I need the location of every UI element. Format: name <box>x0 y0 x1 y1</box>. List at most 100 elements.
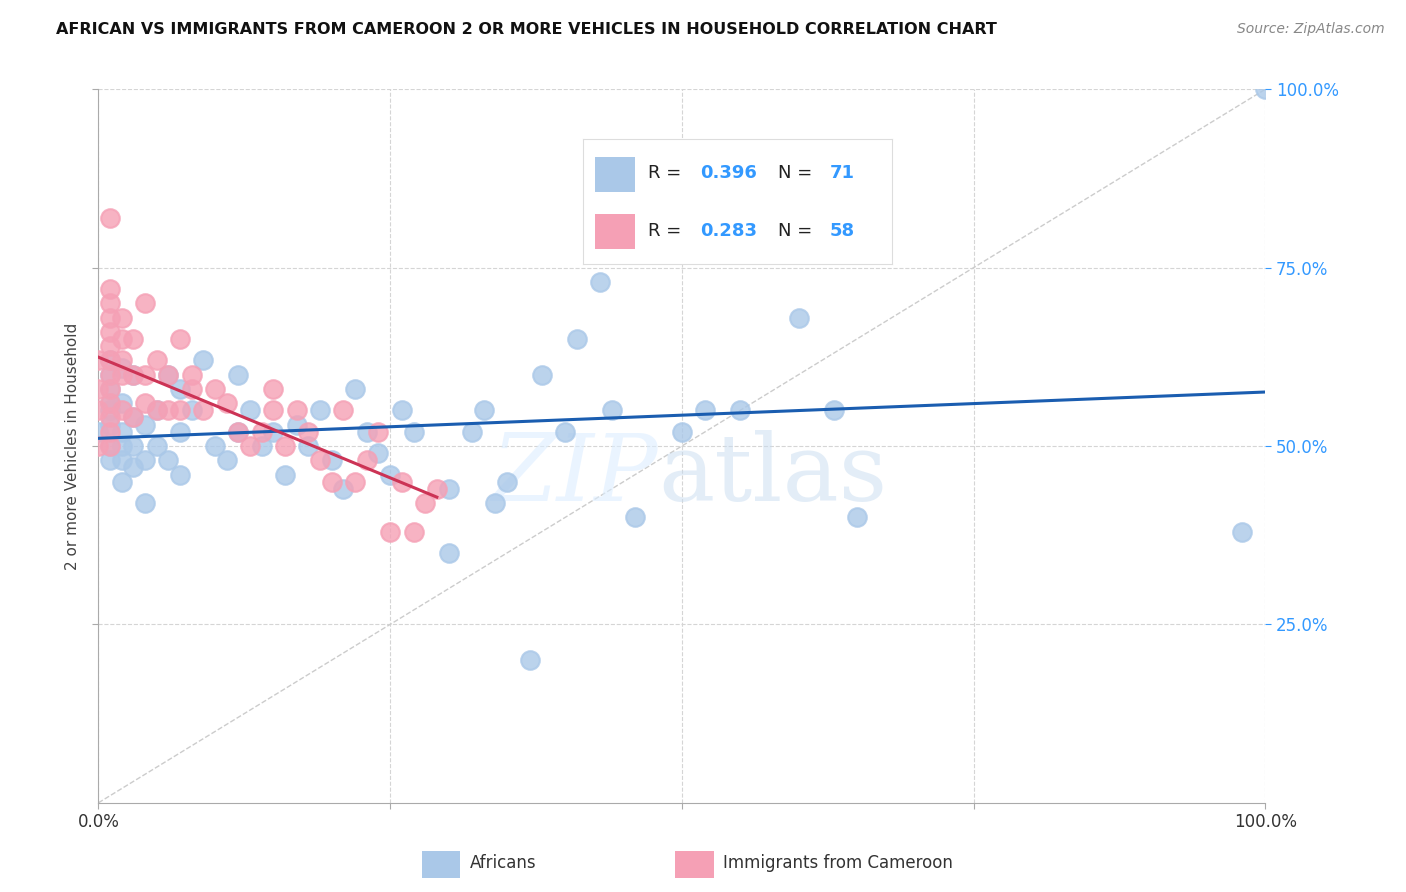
Point <box>111 396 134 410</box>
Point <box>157 368 180 382</box>
Point <box>98 282 121 296</box>
Point <box>98 353 121 368</box>
Point <box>215 396 238 410</box>
Point <box>695 403 717 417</box>
Point <box>262 425 284 439</box>
Point <box>98 439 121 453</box>
Point <box>98 453 121 467</box>
Point <box>134 453 156 467</box>
Point <box>134 417 156 432</box>
Point <box>111 368 134 382</box>
Point <box>169 467 191 482</box>
Point <box>391 475 413 489</box>
Point <box>321 453 343 467</box>
Text: Source: ZipAtlas.com: Source: ZipAtlas.com <box>1237 22 1385 37</box>
Point <box>274 439 297 453</box>
Point <box>98 382 121 396</box>
Point <box>671 425 693 439</box>
Point <box>122 368 145 382</box>
Point <box>787 310 810 325</box>
Point <box>495 475 517 489</box>
Point <box>367 425 389 439</box>
Point <box>146 403 169 417</box>
Point <box>823 403 845 417</box>
Point <box>484 496 506 510</box>
Point <box>285 403 308 417</box>
Point <box>344 475 367 489</box>
Point <box>134 296 156 310</box>
Point <box>204 439 226 453</box>
Point <box>846 510 869 524</box>
Point <box>169 332 191 346</box>
Point <box>250 439 273 453</box>
Point <box>87 403 110 417</box>
Point <box>180 403 202 417</box>
Bar <box>675 851 713 878</box>
Point <box>356 453 378 467</box>
Point <box>391 403 413 417</box>
Point <box>262 403 284 417</box>
Point <box>426 482 449 496</box>
Point <box>413 496 436 510</box>
Point <box>519 653 541 667</box>
Point <box>98 425 121 439</box>
Point <box>228 368 250 382</box>
Point <box>169 425 191 439</box>
Point <box>169 403 191 417</box>
Point <box>332 403 354 417</box>
Point <box>169 382 191 396</box>
Point <box>309 453 332 467</box>
Point <box>111 475 134 489</box>
Point <box>98 439 121 453</box>
Point <box>134 368 156 382</box>
Point <box>157 368 180 382</box>
Point <box>565 332 588 346</box>
Point <box>204 382 226 396</box>
Text: 0.396: 0.396 <box>700 164 756 183</box>
Point <box>98 368 121 382</box>
Point <box>122 410 145 425</box>
Point <box>134 396 156 410</box>
Point <box>1254 82 1277 96</box>
Point <box>437 546 460 560</box>
Text: 0.283: 0.283 <box>700 222 758 240</box>
Point <box>122 368 145 382</box>
Point <box>122 332 145 346</box>
Point <box>98 396 121 410</box>
Text: 71: 71 <box>830 164 855 183</box>
Point <box>111 425 134 439</box>
Point <box>180 382 202 396</box>
Point <box>285 417 308 432</box>
Point <box>146 439 169 453</box>
Point <box>437 482 460 496</box>
Point <box>98 417 121 432</box>
Text: atlas: atlas <box>658 430 887 519</box>
Point <box>321 475 343 489</box>
Point <box>87 439 110 453</box>
Point <box>600 403 623 417</box>
Point <box>344 382 367 396</box>
Text: AFRICAN VS IMMIGRANTS FROM CAMEROON 2 OR MORE VEHICLES IN HOUSEHOLD CORRELATION : AFRICAN VS IMMIGRANTS FROM CAMEROON 2 OR… <box>56 22 997 37</box>
Point <box>87 353 110 368</box>
Point <box>239 439 262 453</box>
Point <box>111 439 134 453</box>
Point <box>180 368 202 382</box>
Point <box>624 510 647 524</box>
Y-axis label: 2 or more Vehicles in Household: 2 or more Vehicles in Household <box>65 322 80 570</box>
Text: 58: 58 <box>830 222 855 240</box>
Point <box>589 275 612 289</box>
Point <box>122 460 145 475</box>
Point <box>215 453 238 467</box>
Point <box>98 353 121 368</box>
Text: ZIP: ZIP <box>492 430 658 519</box>
Point <box>98 403 121 417</box>
Point <box>98 211 121 225</box>
Point <box>402 425 425 439</box>
Point <box>297 439 319 453</box>
Point <box>378 467 402 482</box>
Point <box>250 425 273 439</box>
Point <box>1230 524 1253 539</box>
Point <box>87 425 110 439</box>
Point <box>530 368 553 382</box>
Point <box>378 524 402 539</box>
